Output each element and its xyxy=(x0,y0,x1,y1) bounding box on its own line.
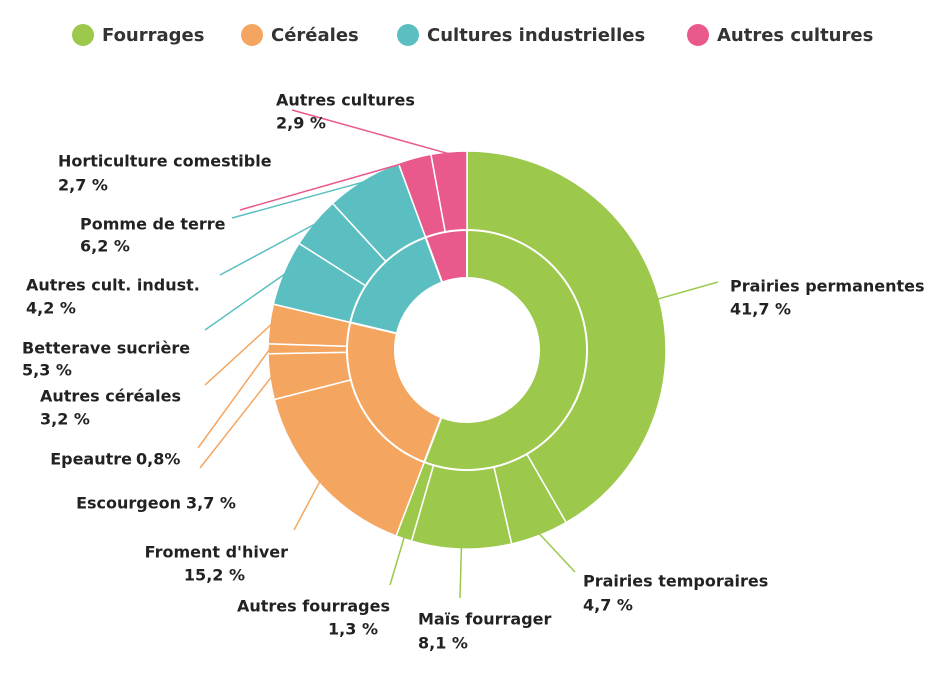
segment-label: Escourgeon xyxy=(76,494,181,513)
segment-label: Autres céréales xyxy=(40,387,181,406)
value-label: 3,7 % xyxy=(186,494,236,513)
leader-line xyxy=(239,159,416,211)
legend-label: Cultures industrielles xyxy=(427,25,645,46)
segment-label: Autres fourrages xyxy=(237,597,390,616)
value-label: 4,7 % xyxy=(583,596,633,615)
segment-label: Epeautre xyxy=(50,450,132,469)
legend-swatch xyxy=(397,24,419,46)
leader-line xyxy=(197,348,271,449)
segment-label: Horticulture comestible xyxy=(58,152,272,171)
inner-segment xyxy=(424,228,468,284)
value-label: 8,1 % xyxy=(418,634,468,653)
segment-label: Autres cult. indust. xyxy=(26,276,200,295)
rings xyxy=(267,150,667,550)
value-label: 15,2 % xyxy=(184,566,245,585)
inner-segment xyxy=(422,228,589,471)
value-label: 6,2 % xyxy=(80,237,130,256)
segment-label: Pomme de terre xyxy=(80,215,226,234)
leader-line xyxy=(657,281,719,300)
legend-swatch xyxy=(72,24,94,46)
leader-line xyxy=(204,323,273,386)
leader-line xyxy=(538,532,576,573)
value-label: 2,7 % xyxy=(58,176,108,195)
value-label: 5,3 % xyxy=(22,361,72,380)
leader-line xyxy=(231,180,365,219)
segment-label: Betterave sucrière xyxy=(22,339,190,358)
legend-swatch xyxy=(687,24,709,46)
value-label: 0,8% xyxy=(136,450,180,469)
value-label: 2,9 % xyxy=(276,114,326,133)
legend: Fourrages Céréales Cultures industrielles A… xyxy=(72,24,873,46)
legend-label: Fourrages xyxy=(102,25,204,46)
leader-line xyxy=(204,272,286,331)
segment-label: Autres cultures xyxy=(276,91,415,110)
value-label: 41,7 % xyxy=(730,300,791,319)
leader-line xyxy=(459,546,463,599)
labels: Prairies permanentes 41,7 % Prairies tempo… xyxy=(22,91,925,653)
leader-line xyxy=(293,480,321,531)
leader-line xyxy=(389,536,406,586)
segment-label: Prairies permanentes xyxy=(730,277,925,296)
leader-line xyxy=(219,222,317,276)
leader-line xyxy=(291,109,450,155)
value-label: 4,2 % xyxy=(26,299,76,318)
value-label: 3,2 % xyxy=(40,410,90,429)
leader-line xyxy=(199,376,273,469)
segment-label: Prairies temporaires xyxy=(583,572,768,591)
legend-label: Autres cultures xyxy=(717,25,873,46)
segment-label: Maïs fourrager xyxy=(418,610,552,629)
legend-swatch xyxy=(241,24,263,46)
segment-label: Froment d'hiver xyxy=(145,543,288,562)
legend-label: Céréales xyxy=(271,25,359,46)
value-label: 1,3 % xyxy=(328,620,378,639)
